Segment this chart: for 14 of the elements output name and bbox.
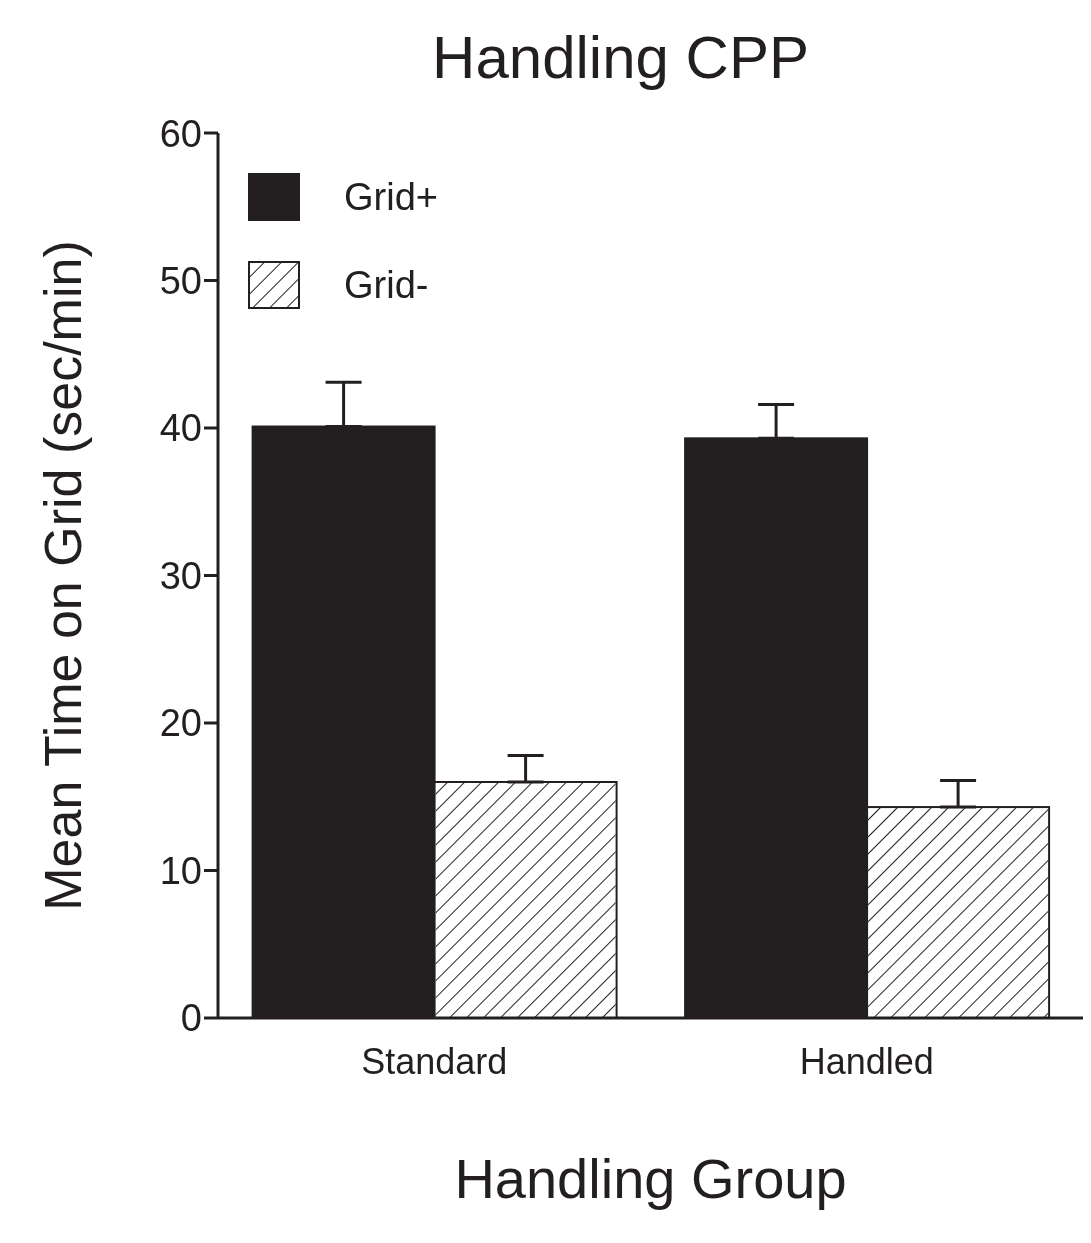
x-axis-title: Handling Group — [454, 1147, 847, 1210]
y-tick-label: 10 — [159, 849, 202, 892]
x-tick-label: Handled — [799, 1040, 934, 1082]
chart-title: Handling CPP — [432, 24, 809, 91]
y-tick-label: 20 — [159, 702, 202, 745]
x-tick-label: Standard — [361, 1040, 508, 1082]
y-tick-label: 40 — [159, 407, 202, 450]
y-tick-label: 0 — [180, 997, 202, 1040]
y-tick-label: 60 — [159, 112, 202, 155]
y-axis-title: Mean Time on Grid (sec/min) — [34, 240, 93, 911]
y-tick-label: 50 — [159, 259, 202, 302]
legend-label: Grid+ — [344, 175, 438, 219]
legend-label: Grid- — [344, 263, 429, 307]
y-tick-label: 30 — [159, 554, 202, 597]
